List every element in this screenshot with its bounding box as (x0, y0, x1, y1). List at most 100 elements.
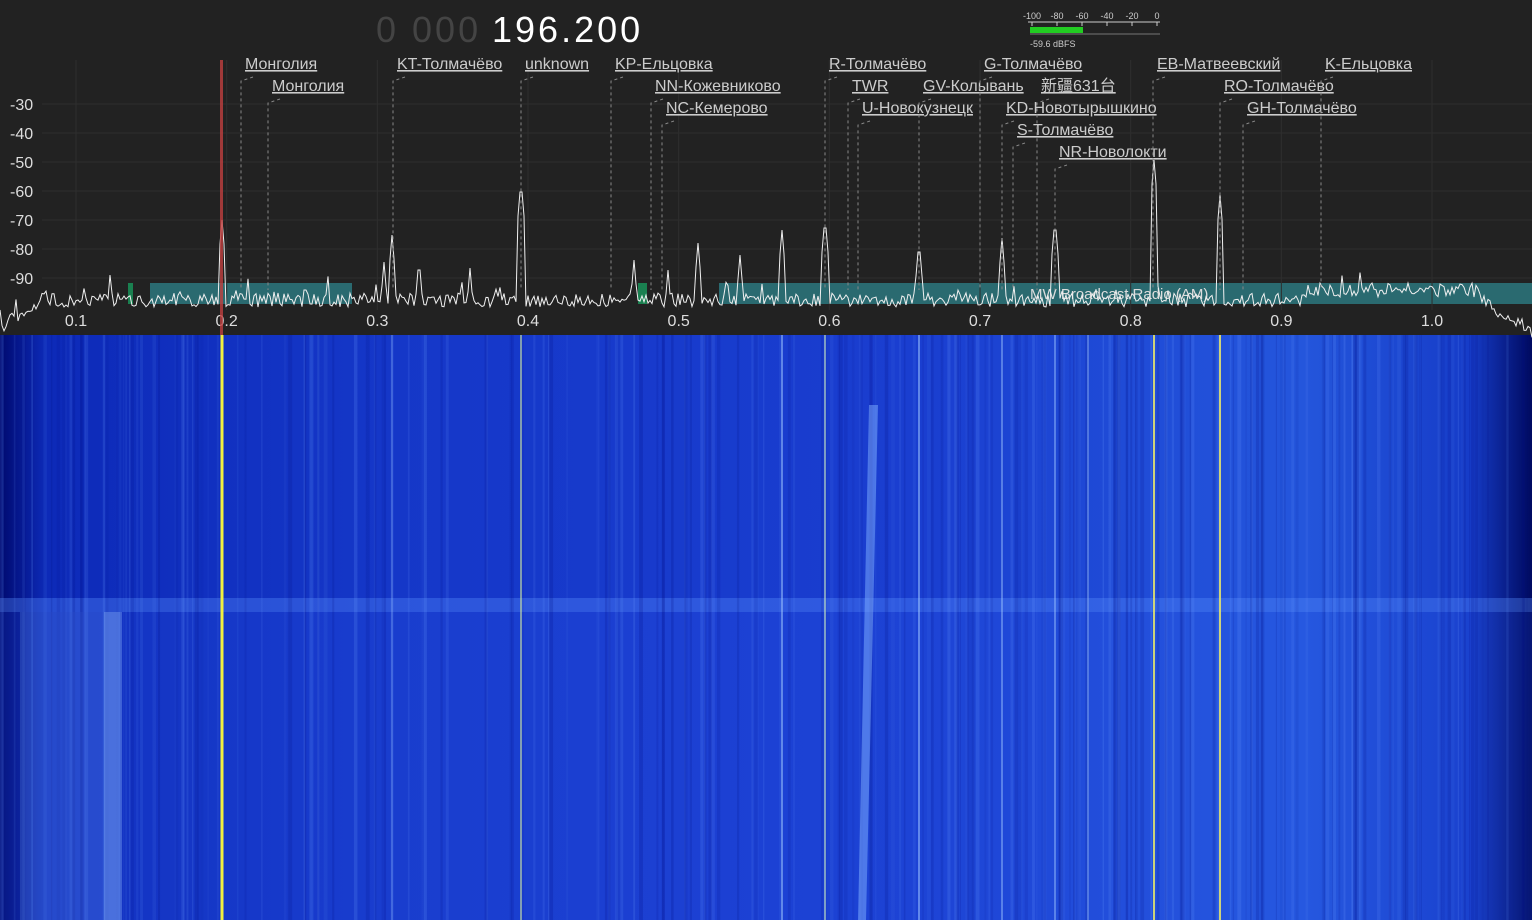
streak (1463, 335, 1466, 920)
waterfall (0, 335, 1532, 920)
streak (874, 335, 877, 920)
station-label[interactable]: R-Толмачёво (829, 56, 926, 73)
x-axis-label: 0.6 (818, 313, 840, 330)
streak (1109, 335, 1113, 920)
station-label[interactable]: K-Ельцовка (1325, 56, 1412, 73)
streak (549, 335, 554, 920)
streak (1469, 335, 1471, 920)
y-axis-label: -70 (10, 213, 33, 230)
streak (116, 335, 118, 920)
streak (851, 335, 855, 920)
streak (736, 335, 740, 920)
spectrum-background (0, 0, 1532, 335)
streak (703, 335, 706, 920)
streak (1344, 335, 1346, 920)
streak (484, 335, 488, 920)
x-axis-label: 0.3 (366, 313, 388, 330)
streak (207, 335, 209, 920)
streak (384, 335, 387, 920)
station-label[interactable]: GV-Колывань (923, 78, 1024, 95)
streak (303, 335, 306, 920)
station-label[interactable]: NR-Новолокти (1059, 144, 1167, 161)
streak (757, 335, 759, 920)
streak (65, 335, 67, 920)
streak (1164, 335, 1167, 920)
streak (1117, 335, 1121, 920)
streak (69, 335, 73, 920)
station-leader (240, 76, 254, 290)
frequency-main[interactable]: 196.200 (492, 9, 643, 50)
streak (683, 335, 686, 920)
y-axis-label: -90 (10, 271, 33, 288)
station-label[interactable]: G-Толмачёво (984, 56, 1082, 73)
streak (84, 335, 89, 920)
station-leader (1012, 142, 1026, 290)
station-label[interactable]: KD-Новотырышкино (1006, 100, 1157, 117)
streak (1295, 335, 1299, 920)
streak (633, 335, 635, 920)
meter-bar (1030, 27, 1083, 33)
streak (605, 335, 607, 920)
streak (1332, 335, 1334, 920)
streak (125, 335, 127, 920)
band (128, 283, 133, 304)
streak (332, 335, 335, 920)
streak (129, 335, 131, 920)
station-label[interactable]: EB-Матвеевский (1157, 56, 1280, 73)
station-leader (650, 98, 664, 290)
station-label[interactable]: TWR (852, 78, 888, 95)
streak (421, 335, 425, 920)
station-leader (979, 76, 993, 290)
station-leader (267, 98, 281, 290)
streak (1085, 335, 1089, 920)
station-label[interactable]: GH-Толмачёво (1247, 100, 1357, 117)
streak (72, 335, 76, 920)
streak (1166, 335, 1168, 920)
station-label[interactable]: S-Толмачёво (1017, 122, 1114, 139)
station-label[interactable]: U-Новокузнецк (862, 100, 974, 117)
station-label[interactable]: NC-Кемерово (666, 100, 768, 117)
streak (1032, 335, 1035, 920)
streak (365, 335, 370, 920)
meter-reading: -59.6 dBFS (1030, 39, 1076, 49)
meter-tick-label: -40 (1100, 11, 1113, 21)
streak (596, 335, 599, 920)
station-label[interactable]: NN-Кожевниково (655, 78, 781, 95)
streak (132, 335, 134, 920)
station-label[interactable]: RO-Толмачёво (1224, 78, 1334, 95)
streak (303, 335, 305, 920)
streak (374, 335, 377, 920)
streak (283, 335, 287, 920)
streak (825, 335, 827, 920)
streak (509, 335, 513, 920)
streak (1457, 335, 1459, 920)
streak (884, 335, 889, 920)
station-label[interactable]: Монголия (245, 56, 317, 73)
streak (407, 335, 410, 920)
streak (1413, 335, 1417, 920)
streak (1392, 335, 1394, 920)
streak (1229, 335, 1232, 920)
station-leader (847, 98, 861, 290)
streak (891, 335, 895, 920)
station-label[interactable]: 新疆631台 (1041, 77, 1116, 95)
streak (639, 335, 643, 920)
streak (1250, 335, 1253, 920)
station-label[interactable]: unknown (525, 56, 589, 73)
streak (183, 335, 185, 920)
streak (1356, 335, 1360, 920)
streak (1358, 335, 1362, 920)
streak (689, 335, 692, 920)
station-leader (1054, 164, 1068, 290)
streak (1282, 335, 1285, 920)
station-label[interactable]: Монголия (272, 78, 344, 95)
frequency-prefix[interactable]: 0 000 (376, 9, 481, 50)
streak (1245, 335, 1247, 920)
streak (158, 335, 161, 920)
meter-tick-label: -20 (1125, 11, 1138, 21)
streak (105, 335, 109, 920)
streak (1388, 335, 1392, 920)
station-label[interactable]: KP-Ельцовка (615, 56, 713, 73)
streak (954, 335, 958, 920)
station-label[interactable]: KT-Толмачёво (397, 56, 502, 73)
